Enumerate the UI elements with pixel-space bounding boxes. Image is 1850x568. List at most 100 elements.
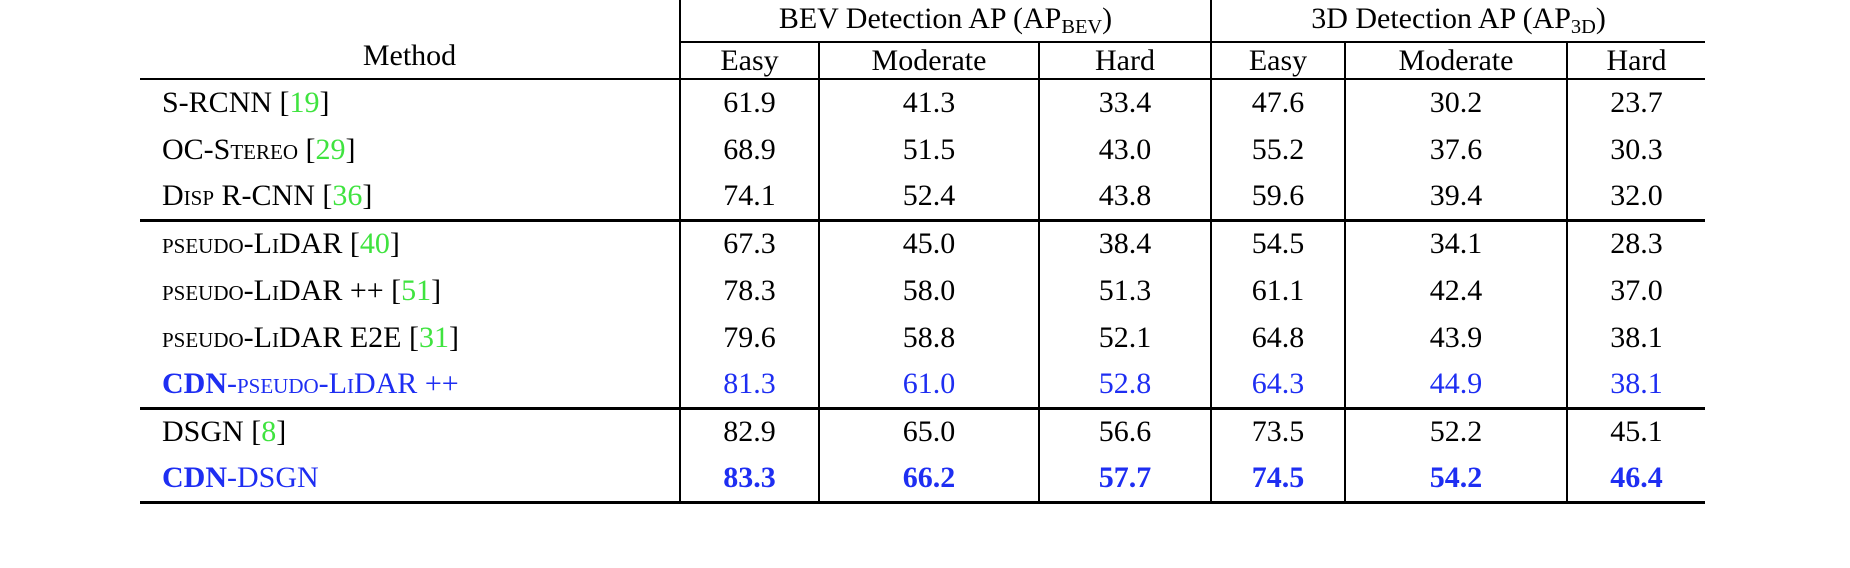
value-cell: 58.8 <box>818 314 1039 361</box>
value-cell: 41.3 <box>818 79 1039 126</box>
method-name-part: CDN <box>162 366 227 400</box>
value-cell: 64.8 <box>1210 314 1345 361</box>
value-cell: 82.9 <box>679 408 819 455</box>
value-cell: 54.5 <box>1210 220 1345 267</box>
group-header-3d-subscript: 3D <box>1570 16 1596 39</box>
citation-number: 40 <box>359 227 390 261</box>
method-name-part: Disp R-CNN <box>162 178 315 212</box>
citation-bracket: ] <box>431 273 442 307</box>
value-cell: 45.0 <box>818 220 1039 267</box>
subheader-bev-easy: Easy <box>679 42 819 80</box>
value-cell: 74.5 <box>1210 455 1345 504</box>
table-row: Disp R-CNN [36] 74.1 52.4 43.8 59.6 39.4 32.0 <box>140 173 1706 222</box>
citation-number: 19 <box>289 86 320 119</box>
group-header-bev-text: BEV Detection AP (AP <box>778 1 1062 35</box>
value-cell: 42.4 <box>1344 267 1567 314</box>
value-cell: 83.3 <box>679 455 819 504</box>
value-cell: 59.6 <box>1210 173 1345 222</box>
value-cell: 23.7 <box>1565 79 1706 126</box>
value-cell: 38.1 <box>1565 361 1706 410</box>
citation-bracket: ] <box>389 227 400 261</box>
value-cell: 66.2 <box>818 455 1039 504</box>
group-header-3d-close: ) <box>1595 1 1606 35</box>
citation-bracket: ] <box>276 415 287 449</box>
table-row: OC-Stereo [29] 68.9 51.5 43.0 55.2 37.6 30.3 <box>140 126 1706 173</box>
value-cell: 34.1 <box>1344 220 1567 267</box>
value-cell: 61.1 <box>1210 267 1345 314</box>
table-row: pseudo-LiDAR E2E [31] 79.6 58.8 52.1 64.8 43.… <box>140 314 1706 361</box>
citation-bracket: ] <box>362 178 373 212</box>
citation-number: 31 <box>418 320 449 354</box>
method-name-part: CDN <box>162 460 227 494</box>
table-row: DSGN [8] 82.9 65.0 56.6 73.5 52.2 45.1 <box>140 408 1706 455</box>
table-row: pseudo-LiDAR [40] 67.3 45.0 38.4 54.5 34.1 28.… <box>140 220 1706 267</box>
method-cell: OC-Stereo [29] <box>140 126 680 173</box>
value-cell: 54.2 <box>1344 455 1567 504</box>
value-cell: 47.6 <box>1210 79 1345 126</box>
group-header-bev: BEV Detection AP (APBEV) <box>679 0 1211 43</box>
method-name-part: -DSGN <box>227 460 319 494</box>
value-cell: 38.4 <box>1038 220 1211 267</box>
method-name-part: pseudo-LiDAR <box>162 227 343 261</box>
value-cell: 68.9 <box>679 126 819 173</box>
subheader-3d-moderate: Moderate <box>1344 42 1567 80</box>
group-header-bev-close: ) <box>1102 1 1113 35</box>
method-name-part: -pseudo-LiDAR ++ <box>227 366 459 400</box>
value-cell: 45.1 <box>1565 408 1706 455</box>
value-cell: 65.0 <box>818 408 1039 455</box>
method-name-part: pseudo-LiDAR ++ <box>162 273 384 307</box>
table-row: CDN-pseudo-LiDAR ++ 81.3 61.0 52.8 64.3 44.9 3… <box>140 361 1706 410</box>
citation-bracket: [ <box>272 86 290 119</box>
subheader-row: Easy Moderate Hard Easy Moderate Hard <box>140 42 1706 80</box>
table-row: pseudo-LiDAR ++ [51] 78.3 58.0 51.3 61.1 42.4… <box>140 267 1706 314</box>
value-cell: 52.8 <box>1038 361 1211 410</box>
value-cell: 52.2 <box>1344 408 1567 455</box>
citation-bracket: [ <box>243 415 262 449</box>
subheader-bev-hard: Hard <box>1038 42 1211 80</box>
citation-bracket: [ <box>401 320 419 354</box>
value-cell: 33.4 <box>1038 79 1211 126</box>
group-header-row: Method BEV Detection AP (APBEV) 3D Detec… <box>140 0 1706 80</box>
subheader-bev-moderate: Moderate <box>818 42 1039 80</box>
value-cell: 39.4 <box>1344 173 1567 222</box>
citation-number: 51 <box>401 273 432 307</box>
value-cell: 46.4 <box>1565 455 1706 504</box>
citation-bracket: ] <box>319 86 330 119</box>
value-cell: 43.8 <box>1038 173 1211 222</box>
citation-bracket: ] <box>345 132 356 166</box>
value-cell: 55.2 <box>1210 126 1345 173</box>
value-cell: 56.6 <box>1038 408 1211 455</box>
method-name-part: S-RCNN <box>162 86 273 119</box>
citation-bracket: [ <box>314 178 333 212</box>
value-cell: 79.6 <box>679 314 819 361</box>
citation-bracket: [ <box>298 132 316 166</box>
value-cell: 78.3 <box>679 267 819 314</box>
value-cell: 61.9 <box>679 79 819 126</box>
group-header-3d: 3D Detection AP (AP3D) <box>1209 0 1706 43</box>
value-cell: 43.0 <box>1038 126 1211 173</box>
method-name-part: OC-Stereo <box>162 132 299 166</box>
method-name-part: pseudo-LiDAR E2E <box>162 320 402 354</box>
results-table: Method BEV Detection AP (APBEV) 3D Detec… <box>140 0 1706 504</box>
value-cell: 52.1 <box>1038 314 1211 361</box>
table-row: S-RCNN [19] 61.9 41.3 33.4 47.6 30.2 23.7 <box>140 79 1706 126</box>
value-cell: 51.5 <box>818 126 1039 173</box>
value-cell: 37.6 <box>1344 126 1567 173</box>
table-row: CDN-DSGN 83.3 66.2 57.7 74.5 54.2 46.4 <box>140 455 1706 504</box>
method-cell: CDN-DSGN <box>140 455 680 504</box>
value-cell: 28.3 <box>1565 220 1706 267</box>
value-cell: 73.5 <box>1210 408 1345 455</box>
value-cell: 52.4 <box>818 173 1039 222</box>
group-header-bev-subscript: BEV <box>1061 16 1103 39</box>
citation-bracket: ] <box>448 320 459 354</box>
value-cell: 57.7 <box>1038 455 1211 504</box>
value-cell: 81.3 <box>679 361 819 410</box>
value-cell: 30.2 <box>1344 79 1567 126</box>
method-cell: S-RCNN [19] <box>140 79 680 126</box>
value-cell: 61.0 <box>818 361 1039 410</box>
method-cell: CDN-pseudo-LiDAR ++ <box>140 361 680 410</box>
value-cell: 58.0 <box>818 267 1039 314</box>
value-cell: 37.0 <box>1565 267 1706 314</box>
method-cell: Disp R-CNN [36] <box>140 173 680 222</box>
